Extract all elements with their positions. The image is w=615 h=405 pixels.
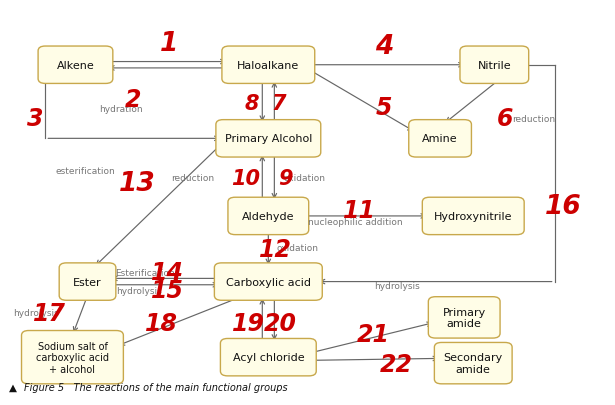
- FancyBboxPatch shape: [460, 47, 529, 84]
- Text: Aldehyde: Aldehyde: [242, 211, 295, 222]
- Text: hydration: hydration: [100, 105, 143, 114]
- Text: Esterification: Esterification: [114, 268, 175, 277]
- Text: nucleophilic addition: nucleophilic addition: [308, 217, 402, 226]
- Text: 20: 20: [264, 311, 297, 335]
- Text: Sodium salt of
carboxylic acid
+ alcohol: Sodium salt of carboxylic acid + alcohol: [36, 341, 109, 374]
- Text: 21: 21: [357, 322, 391, 346]
- Text: 15: 15: [151, 279, 184, 303]
- FancyBboxPatch shape: [215, 263, 322, 301]
- Text: hydrolysis: hydrolysis: [14, 308, 59, 318]
- FancyBboxPatch shape: [216, 120, 321, 158]
- Text: 5: 5: [376, 96, 392, 120]
- Text: ▲: ▲: [9, 382, 17, 392]
- Text: esterification: esterification: [55, 167, 116, 176]
- Text: 6: 6: [497, 107, 514, 130]
- Text: 3: 3: [27, 107, 43, 131]
- Text: Carboxylic acid: Carboxylic acid: [226, 277, 311, 287]
- Text: oxidation: oxidation: [276, 244, 318, 253]
- Text: Haloalkane: Haloalkane: [237, 61, 300, 70]
- FancyBboxPatch shape: [423, 198, 524, 235]
- Text: Amine: Amine: [423, 134, 458, 144]
- Text: hydrolysis: hydrolysis: [116, 286, 162, 295]
- Text: 14: 14: [151, 260, 184, 284]
- FancyBboxPatch shape: [428, 297, 500, 338]
- Text: 9: 9: [278, 169, 293, 189]
- FancyBboxPatch shape: [220, 339, 316, 376]
- FancyBboxPatch shape: [434, 343, 512, 384]
- Text: 8: 8: [244, 94, 259, 114]
- Text: Secondary
amide: Secondary amide: [443, 352, 503, 374]
- Text: Nitrile: Nitrile: [477, 61, 511, 70]
- Text: Primary Alcohol: Primary Alcohol: [224, 134, 312, 144]
- Text: 11: 11: [343, 198, 376, 222]
- FancyBboxPatch shape: [59, 263, 116, 301]
- Text: 19: 19: [232, 311, 265, 335]
- FancyBboxPatch shape: [38, 47, 113, 84]
- Text: 18: 18: [145, 311, 178, 335]
- Text: 13: 13: [119, 171, 156, 196]
- Text: hydrolysis: hydrolysis: [374, 281, 419, 290]
- Text: Ester: Ester: [73, 277, 102, 287]
- Text: 4: 4: [375, 34, 393, 60]
- Text: 1: 1: [160, 31, 178, 57]
- Text: Figure 5   The reactions of the main functional groups: Figure 5 The reactions of the main funct…: [24, 382, 288, 392]
- Text: oxidation: oxidation: [284, 173, 325, 182]
- Text: 10: 10: [231, 169, 261, 189]
- FancyBboxPatch shape: [22, 331, 124, 384]
- Text: reduction: reduction: [171, 173, 214, 182]
- Text: reduction: reduction: [512, 115, 555, 124]
- Text: Alkene: Alkene: [57, 61, 94, 70]
- Text: Acyl chloride: Acyl chloride: [232, 352, 304, 362]
- Text: 2: 2: [124, 87, 141, 111]
- Text: 22: 22: [380, 352, 413, 376]
- Text: Primary
amide: Primary amide: [443, 307, 486, 328]
- FancyBboxPatch shape: [228, 198, 309, 235]
- FancyBboxPatch shape: [222, 47, 315, 84]
- FancyBboxPatch shape: [409, 120, 472, 158]
- Text: 7: 7: [271, 94, 286, 114]
- Text: Hydroxynitrile: Hydroxynitrile: [434, 211, 512, 222]
- Text: 17: 17: [33, 302, 66, 326]
- Text: 12: 12: [259, 237, 292, 261]
- Text: 16: 16: [546, 194, 582, 220]
